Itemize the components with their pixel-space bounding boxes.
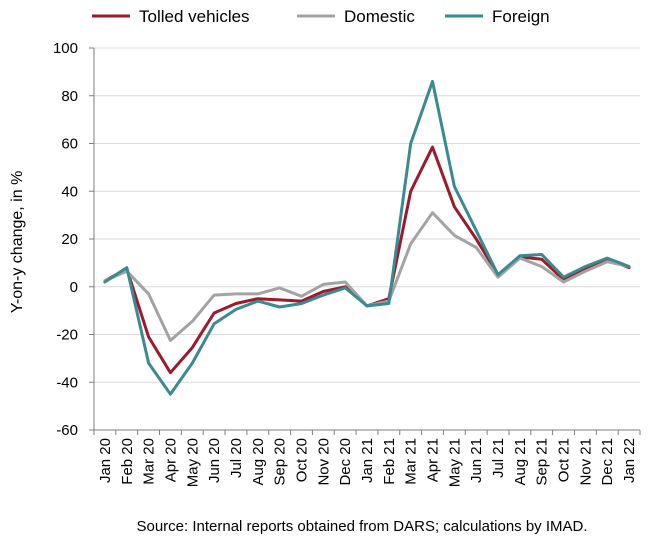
- legend: Tolled vehicles Domestic Foreign: [92, 7, 550, 26]
- y-tick-label: -60: [56, 422, 78, 439]
- x-tick-label: Nov 21: [577, 438, 594, 486]
- y-tick-label: 0: [70, 279, 78, 296]
- y-tick-label: 80: [61, 88, 78, 105]
- source-note: Source: Internal reports obtained from D…: [136, 518, 587, 535]
- axes: [89, 47, 641, 435]
- y-axis-label: Y-on-y change, in %: [9, 171, 26, 314]
- x-tick-label: Oct 21: [556, 438, 573, 482]
- y-tick-label: 20: [61, 231, 78, 248]
- x-tick-label: Jan 21: [359, 438, 376, 483]
- series-line-tolled-vehicles: [103, 145, 631, 375]
- x-tick-label: Sep 20: [272, 438, 289, 486]
- x-tick-label: Nov 20: [315, 438, 332, 486]
- x-tick-label: Apr 21: [425, 438, 442, 482]
- x-tick-label: Apr 20: [162, 438, 179, 482]
- x-tick-label: Jan 22: [621, 438, 638, 483]
- x-tick-label: Feb 20: [119, 438, 136, 485]
- x-tick-label: Aug 20: [250, 438, 267, 486]
- gridlines: [94, 47, 640, 383]
- series-line-domestic: [103, 211, 631, 342]
- x-tick-label: Feb 21: [381, 438, 398, 485]
- x-tick-label: Jun 20: [206, 438, 223, 483]
- x-tick-label: Mar 21: [403, 438, 420, 485]
- x-tick-label: May 20: [184, 438, 201, 487]
- x-tick-label: Mar 20: [141, 438, 158, 485]
- x-tick-labels: Jan 20 Feb 20 Mar 20 Apr 20 May 20 Jun 20 Jul …: [97, 438, 638, 487]
- y-tick-labels: -60 -40 -20 0 20 40 60 80 100: [53, 40, 78, 439]
- y-tick-label: 60: [61, 136, 78, 153]
- x-tick-label: Dec 21: [599, 438, 616, 486]
- y-tick-label: -40: [56, 374, 78, 391]
- x-tick-label: Jul 20: [228, 438, 245, 478]
- x-tick-label: Aug 21: [512, 438, 529, 486]
- series-lines: [103, 79, 631, 396]
- x-tick-label: Jan 20: [97, 438, 114, 483]
- x-tick-label: Sep 21: [534, 438, 551, 486]
- x-tick-label: Oct 20: [293, 438, 310, 482]
- x-tick-label: Jun 21: [468, 438, 485, 483]
- legend-label-tolled-vehicles: Tolled vehicles: [139, 7, 250, 26]
- y-tick-label: -20: [56, 327, 78, 344]
- series-line-foreign: [103, 79, 631, 396]
- x-tick-label: May 21: [446, 438, 463, 487]
- x-tick-label: Jul 21: [490, 438, 507, 478]
- y-tick-label: 100: [53, 40, 78, 57]
- y-tick-label: 40: [61, 183, 78, 200]
- legend-label-foreign: Foreign: [492, 7, 550, 26]
- x-tick-label: Dec 20: [337, 438, 354, 486]
- legend-label-domestic: Domestic: [344, 7, 415, 26]
